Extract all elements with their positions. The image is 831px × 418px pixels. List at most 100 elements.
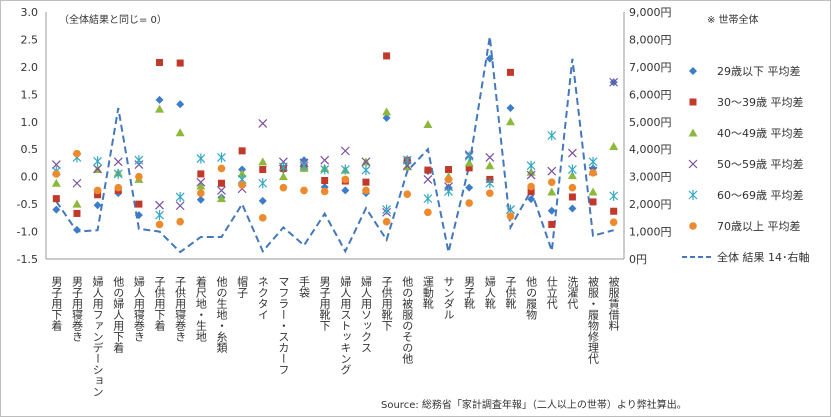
data-point xyxy=(320,187,329,196)
data-point xyxy=(361,165,371,176)
category-label: 男子靴 xyxy=(463,276,476,310)
data-point xyxy=(175,191,185,202)
data-point xyxy=(217,164,226,173)
right-tick-label: 7,000円 xyxy=(629,61,672,74)
left-tick-label: -1.5 xyxy=(17,253,38,266)
data-point xyxy=(341,175,350,184)
data-point xyxy=(382,107,392,116)
legend-marker xyxy=(688,159,698,169)
data-point xyxy=(72,225,81,234)
data-point xyxy=(547,178,556,186)
data-point xyxy=(465,164,473,172)
data-point xyxy=(93,201,102,210)
left-tick-label: 2.0 xyxy=(21,61,39,74)
data-point xyxy=(567,164,577,175)
data-point xyxy=(547,166,557,176)
data-point xyxy=(321,177,329,185)
data-point xyxy=(196,177,206,187)
data-point xyxy=(382,204,392,215)
data-point xyxy=(278,161,288,172)
data-point xyxy=(444,175,453,184)
data-point xyxy=(568,183,577,192)
legend-marker xyxy=(688,128,698,137)
data-point xyxy=(299,160,309,171)
data-point xyxy=(155,210,164,221)
data-point xyxy=(258,178,268,189)
data-point xyxy=(155,104,165,113)
category-label: 他の被服のその他 xyxy=(401,276,414,364)
data-point xyxy=(526,167,536,176)
category-label: 男子用寝巻き xyxy=(70,276,83,342)
data-point xyxy=(547,130,557,141)
data-point xyxy=(279,183,288,192)
data-point xyxy=(609,77,619,87)
data-point xyxy=(362,186,370,195)
right-tick-label: 5,000円 xyxy=(629,116,672,129)
category-label: 婦人用寝巻き xyxy=(132,275,145,342)
data-point xyxy=(506,104,515,113)
legend-label: 70歳以上 平均差 xyxy=(717,219,801,233)
data-point xyxy=(568,204,577,213)
category-label: 被服賃借料 xyxy=(607,276,620,332)
data-point xyxy=(155,200,164,210)
data-point xyxy=(527,182,535,191)
data-point xyxy=(176,217,184,226)
data-point xyxy=(196,195,205,204)
category-label: 子供靴 xyxy=(504,276,517,310)
data-point xyxy=(403,190,412,199)
legend-label: 40～49歳 平均差 xyxy=(717,126,804,140)
category-label: 他の生地・糸類 xyxy=(215,276,228,354)
data-point xyxy=(505,117,515,126)
legend-marker xyxy=(689,222,697,230)
data-point xyxy=(485,54,494,63)
data-point xyxy=(423,174,433,184)
right-axis-ticks: 0円 1,000円 2,000円 3,000円 4,000円 5,000円 6,000円 7,… xyxy=(629,6,672,266)
left-tick-label: 0.0 xyxy=(21,171,39,184)
data-point xyxy=(258,157,268,166)
data-point xyxy=(340,146,350,156)
data-point xyxy=(300,156,309,165)
data-point xyxy=(93,186,102,195)
data-point xyxy=(114,183,123,192)
data-point xyxy=(424,166,432,174)
data-point xyxy=(216,194,226,203)
data-point xyxy=(609,190,619,201)
data-point xyxy=(238,181,246,189)
data-point xyxy=(320,164,330,175)
data-point xyxy=(382,113,391,122)
right-tick-label: 4,000円 xyxy=(629,143,672,156)
data-point xyxy=(444,186,453,197)
data-point xyxy=(526,160,536,171)
category-label: サンダル xyxy=(442,276,455,320)
data-point xyxy=(278,172,288,181)
data-point xyxy=(196,153,206,164)
total-series-line xyxy=(55,36,614,254)
data-point xyxy=(610,207,618,215)
data-point xyxy=(547,187,557,196)
data-point xyxy=(52,170,61,178)
data-point xyxy=(485,161,495,170)
right-tick-label: 1,000円 xyxy=(629,226,672,239)
data-point xyxy=(175,128,185,137)
data-point xyxy=(589,169,597,177)
data-point xyxy=(134,211,143,220)
grid xyxy=(45,12,625,260)
data-point xyxy=(113,168,123,179)
data-point xyxy=(175,201,185,211)
data-point xyxy=(506,68,514,76)
legend-label: 60～69歳 平均差 xyxy=(717,188,804,202)
data-point xyxy=(176,59,184,67)
data-point xyxy=(94,191,102,199)
data-point xyxy=(588,156,598,167)
left-axis-ticks: -1.5 -1.0 -0.5 0.0 0.5 1.0 1.5 2.0 2.5 3.0 xyxy=(17,6,38,266)
data-point xyxy=(156,58,164,66)
data-point xyxy=(567,148,577,158)
left-tick-label: 2.5 xyxy=(21,33,39,46)
category-label: 運動靴 xyxy=(421,276,434,310)
legend-marker xyxy=(688,190,698,200)
data-point xyxy=(465,199,473,207)
data-point xyxy=(423,193,433,204)
category-label: 被服・履物修理代 xyxy=(587,276,600,365)
data-point xyxy=(609,141,619,150)
